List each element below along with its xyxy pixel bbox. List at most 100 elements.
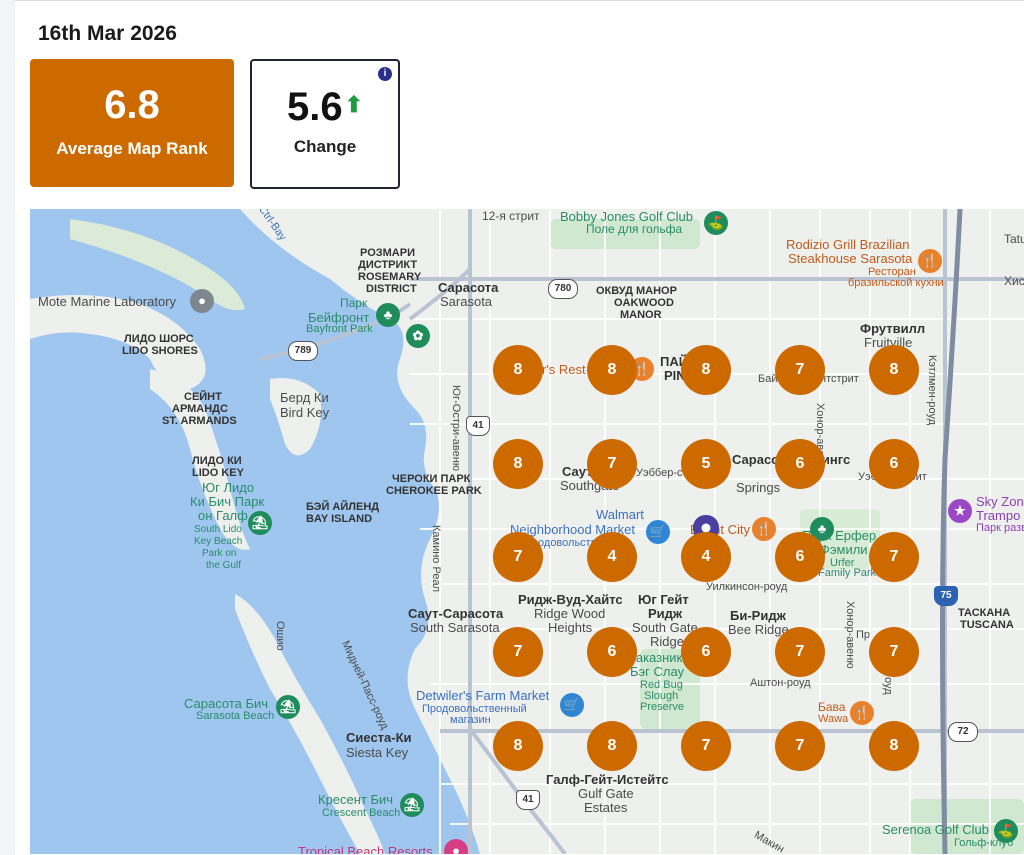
route-shield: 72: [948, 722, 978, 742]
map-label: Юг-Остри-авеню: [450, 385, 462, 472]
amusement-icon[interactable]: ★: [948, 499, 972, 523]
shopping-icon[interactable]: 🛒: [646, 520, 670, 544]
rank-marker[interactable]: 4: [681, 532, 731, 582]
shopping-icon[interactable]: 🛒: [560, 693, 584, 717]
rank-marker[interactable]: 7: [681, 721, 731, 771]
rank-marker[interactable]: 6: [775, 532, 825, 582]
map-label: Продовольственный: [422, 703, 527, 715]
golf-icon[interactable]: ⛳: [994, 819, 1018, 843]
map-label: MANOR: [620, 309, 662, 321]
map-label: South Gate: [632, 620, 698, 635]
map-label: Саут-Сарасота: [408, 606, 504, 621]
golf-icon[interactable]: ⛳: [704, 211, 728, 235]
map-label: нтстрит: [820, 373, 859, 385]
map-label: Кресент Бич: [318, 792, 394, 807]
map-label: Парк разв: [976, 522, 1024, 534]
route-shield: 780: [548, 279, 578, 299]
map-label: Mote Marine Laboratory: [38, 294, 177, 309]
rank-marker[interactable]: 7: [493, 532, 543, 582]
map-label: Заказник: [628, 650, 683, 665]
map-label: Bee Ridge: [728, 622, 789, 637]
map-label: Urfer: [830, 557, 855, 569]
rank-marker[interactable]: 7: [775, 345, 825, 395]
rank-marker[interactable]: 6: [775, 439, 825, 489]
map-label: Бейфронт: [308, 310, 370, 325]
rank-marker[interactable]: 8: [869, 721, 919, 771]
park-icon[interactable]: ♣: [810, 517, 834, 541]
beach-icon[interactable]: ⛱: [248, 511, 272, 535]
rank-marker[interactable]: 8: [587, 721, 637, 771]
rank-marker[interactable]: 8: [681, 345, 731, 395]
map-label: Trampo: [976, 508, 1021, 523]
map-label: Бава: [818, 700, 846, 714]
restaurant-icon[interactable]: 🍴: [918, 249, 942, 273]
rank-marker[interactable]: 8: [493, 721, 543, 771]
map-label: оуд: [882, 677, 894, 695]
map-label: Heights: [548, 620, 593, 635]
map-label: Springs: [736, 480, 781, 495]
map-label: Family Park: [818, 567, 877, 579]
map-label: South Lido: [194, 524, 242, 535]
rank-marker[interactable]: 7: [775, 627, 825, 677]
map-label: Tatu: [1004, 232, 1024, 246]
up-arrow-icon: ⬆: [344, 92, 364, 117]
restaurant-icon[interactable]: 🍴: [850, 701, 874, 725]
rank-marker[interactable]: 6: [587, 627, 637, 677]
map-label: ЛИДО ШОРС: [124, 333, 194, 345]
rank-marker[interactable]: 8: [869, 345, 919, 395]
report-date: 16th Mar 2026: [38, 22, 177, 45]
rank-marker[interactable]: 7: [587, 439, 637, 489]
map-label: Ки Бич Парк: [190, 494, 265, 509]
rank-marker[interactable]: 8: [587, 345, 637, 395]
rank-grid-map[interactable]: ● ⛳ 🍴 ♣ ✿ ⛱ 🛒 🍴 ♣ ★ 🛒 🍴 ⛱ ⛱ ● ⛳ 🍴 780 78…: [30, 209, 1024, 854]
map-label: ЛИДО КИ: [192, 455, 242, 467]
map-label: магазин: [450, 714, 491, 726]
rank-marker[interactable]: 8: [493, 345, 543, 395]
rank-marker[interactable]: 7: [775, 721, 825, 771]
map-label: ОКВУД МАНОР: [596, 285, 677, 297]
info-icon[interactable]: i: [378, 67, 392, 81]
rank-marker[interactable]: 6: [869, 439, 919, 489]
map-label: CHEROKEE PARK: [386, 485, 482, 497]
change-label: Change: [293, 137, 357, 156]
map-label: Фэмили: [820, 542, 868, 557]
park-icon[interactable]: ✿: [406, 324, 430, 348]
map-label: Саут: [562, 464, 593, 479]
average-map-rank-card: 6.8 Average Map Rank: [30, 59, 234, 187]
map-label: СЕЙНТ: [184, 391, 222, 403]
map-label: BAY ISLAND: [306, 513, 373, 525]
map-label: Park on: [202, 548, 237, 559]
map-label: TUSCANA: [960, 619, 1014, 631]
map-label: Парк Ерфер: [802, 528, 877, 543]
map-label: Ридж-Вуд-Хайтс: [518, 592, 623, 607]
map-label: Сиеста-Ки: [346, 730, 412, 745]
rank-marker[interactable]: 8: [493, 439, 543, 489]
park-icon[interactable]: ♣: [376, 303, 400, 327]
map-label: Поле для гольфа: [586, 222, 683, 236]
rank-marker[interactable]: 4: [587, 532, 637, 582]
map-label: Bayfront Park: [306, 323, 373, 335]
map-label: Берд Ки: [280, 390, 329, 405]
map-label: Гольф-клуб: [954, 837, 1014, 849]
interstate-shield: 75: [934, 586, 958, 606]
map-label: OAKWOOD: [614, 297, 674, 309]
restaurant-icon[interactable]: 🍴: [752, 517, 776, 541]
change-value-row: 5.6⬆: [252, 85, 398, 130]
museum-icon[interactable]: ●: [190, 289, 214, 313]
map-label: the Gulf: [206, 560, 242, 571]
rank-marker[interactable]: 7: [493, 627, 543, 677]
map-label: ЧЕРОКИ ПАРК: [392, 473, 471, 485]
rank-marker[interactable]: 7: [869, 627, 919, 677]
beach-icon[interactable]: ⛱: [400, 793, 424, 817]
map-label: Slough: [644, 690, 679, 702]
map-label: Кэтлмен-роуд: [926, 355, 938, 426]
map-label: Sarasota: [440, 294, 493, 309]
rank-marker[interactable]: 5: [681, 439, 731, 489]
map-label: Crescent Beach: [322, 807, 401, 819]
map-label: РОЗМАРИ: [360, 247, 415, 259]
hotel-icon[interactable]: ●: [444, 839, 468, 854]
map-label: БЭЙ АЙЛЕНД: [306, 501, 380, 513]
beach-icon[interactable]: ⛱: [276, 695, 300, 719]
rank-marker[interactable]: 6: [681, 627, 731, 677]
rank-marker[interactable]: 7: [869, 532, 919, 582]
